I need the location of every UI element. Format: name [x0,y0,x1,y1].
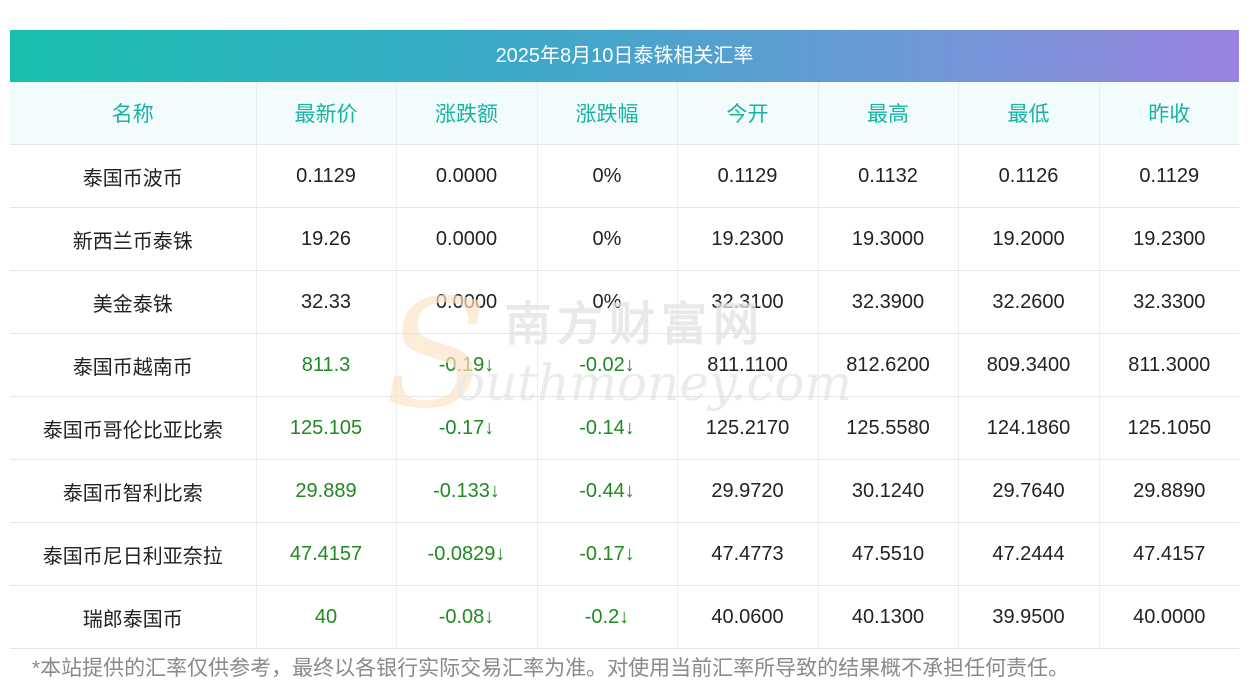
cell-low: 809.3400 [958,333,1100,397]
cell-name: 泰国币越南币 [10,333,257,397]
cell-open: 40.0600 [677,585,819,649]
disclaimer-footnote: *本站提供的汇率仅供参考，最终以各银行实际交易汇率为准。对使用当前汇率所导致的结… [32,657,1070,680]
cell-low: 32.2600 [958,270,1100,334]
cell-low: 47.2444 [958,522,1100,586]
cell-prev-close: 811.3000 [1099,333,1239,397]
cell-latest: 811.3 [256,333,397,397]
col-header-latest: 最新价 [256,82,397,145]
cell-open: 47.4773 [677,522,819,586]
cell-change-pct: 0% [537,207,678,271]
cell-change-pct: 0% [537,144,678,208]
cell-latest: 47.4157 [256,522,397,586]
cell-high: 0.1132 [818,144,959,208]
table-row: 美金泰铢 32.33 0.0000 0% 32.3100 32.3900 32.… [10,270,1239,334]
cell-name: 瑞郎泰国币 [10,585,257,649]
cell-latest: 19.26 [256,207,397,271]
cell-open: 811.1100 [677,333,819,397]
cell-open: 19.2300 [677,207,819,271]
cell-name: 美金泰铢 [10,270,257,334]
cell-change-pct: -0.17↓ [537,522,678,586]
cell-change: -0.133↓ [396,459,538,523]
table-row: 泰国币智利比索 29.889 -0.133↓ -0.44↓ 29.9720 30… [10,459,1239,523]
col-header-prev-close: 昨收 [1099,82,1239,145]
cell-change: 0.0000 [396,207,538,271]
cell-name: 泰国币尼日利亚奈拉 [10,522,257,586]
cell-low: 19.2000 [958,207,1100,271]
cell-prev-close: 40.0000 [1099,585,1239,649]
table-row: 泰国币越南币 811.3 -0.19↓ -0.02↓ 811.1100 812.… [10,333,1239,397]
table-row: 瑞郎泰国币 40 -0.08↓ -0.2↓ 40.0600 40.1300 39… [10,585,1239,649]
cell-low: 39.9500 [958,585,1100,649]
cell-open: 32.3100 [677,270,819,334]
cell-change: -0.0829↓ [396,522,538,586]
table-row: 泰国币哥伦比亚比索 125.105 -0.17↓ -0.14↓ 125.2170… [10,396,1239,460]
cell-change: -0.08↓ [396,585,538,649]
cell-high: 125.5580 [818,396,959,460]
cell-change-pct: -0.44↓ [537,459,678,523]
cell-open: 29.9720 [677,459,819,523]
cell-latest: 40 [256,585,397,649]
cell-change: -0.19↓ [396,333,538,397]
table-row: 新西兰币泰铢 19.26 0.0000 0% 19.2300 19.3000 1… [10,207,1239,271]
cell-high: 47.5510 [818,522,959,586]
cell-change-pct: -0.2↓ [537,585,678,649]
cell-prev-close: 47.4157 [1099,522,1239,586]
rates-panel: 2025年8月10日泰铢相关汇率 名称 最新价 涨跌额 涨跌幅 今开 最高 最低… [10,30,1239,649]
cell-prev-close: 0.1129 [1099,144,1239,208]
cell-change-pct: 0% [537,270,678,334]
cell-change: 0.0000 [396,144,538,208]
table-row: 泰国币波币 0.1129 0.0000 0% 0.1129 0.1132 0.1… [10,144,1239,208]
cell-prev-close: 125.1050 [1099,396,1239,460]
header-row: 名称 最新价 涨跌额 涨跌幅 今开 最高 最低 昨收 [10,82,1239,145]
table-title: 2025年8月10日泰铢相关汇率 [10,30,1239,82]
cell-latest: 29.889 [256,459,397,523]
cell-prev-close: 32.3300 [1099,270,1239,334]
col-header-change: 涨跌额 [396,82,538,145]
cell-prev-close: 19.2300 [1099,207,1239,271]
col-header-name: 名称 [10,82,257,145]
cell-name: 泰国币智利比索 [10,459,257,523]
cell-high: 32.3900 [818,270,959,334]
col-header-change-pct: 涨跌幅 [537,82,678,145]
col-header-open: 今开 [677,82,819,145]
cell-low: 124.1860 [958,396,1100,460]
cell-open: 0.1129 [677,144,819,208]
col-header-low: 最低 [958,82,1100,145]
cell-change-pct: -0.14↓ [537,396,678,460]
cell-low: 29.7640 [958,459,1100,523]
cell-name: 新西兰币泰铢 [10,207,257,271]
cell-high: 19.3000 [818,207,959,271]
cell-prev-close: 29.8890 [1099,459,1239,523]
cell-low: 0.1126 [958,144,1100,208]
rates-table: 名称 最新价 涨跌额 涨跌幅 今开 最高 最低 昨收 泰国币波币 0.1129 … [10,82,1239,649]
cell-name: 泰国币波币 [10,144,257,208]
cell-change: -0.17↓ [396,396,538,460]
col-header-high: 最高 [818,82,959,145]
cell-open: 125.2170 [677,396,819,460]
cell-latest: 125.105 [256,396,397,460]
cell-high: 812.6200 [818,333,959,397]
cell-high: 30.1240 [818,459,959,523]
cell-latest: 32.33 [256,270,397,334]
cell-change: 0.0000 [396,270,538,334]
cell-high: 40.1300 [818,585,959,649]
cell-change-pct: -0.02↓ [537,333,678,397]
table-row: 泰国币尼日利亚奈拉 47.4157 -0.0829↓ -0.17↓ 47.477… [10,522,1239,586]
cell-name: 泰国币哥伦比亚比索 [10,396,257,460]
cell-latest: 0.1129 [256,144,397,208]
